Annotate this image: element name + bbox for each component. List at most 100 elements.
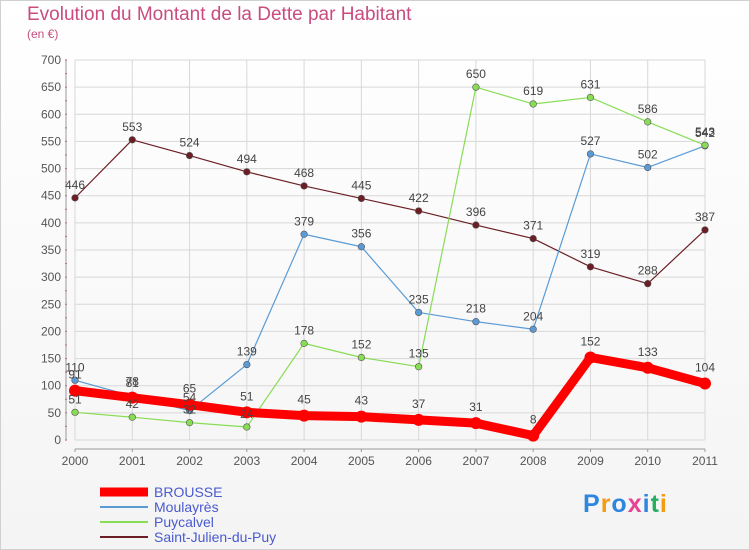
- data-label-moulayres: 542: [695, 126, 715, 140]
- data-point-moulayres: [243, 360, 251, 369]
- y-tick-label: 350: [41, 243, 61, 257]
- data-label-puycalvel: 619: [523, 84, 543, 98]
- data-label-brousse: 133: [638, 345, 658, 359]
- data-point-brousse: [298, 409, 311, 422]
- data-label-moulayres: 379: [294, 214, 314, 228]
- x-tick-label: 2001: [119, 454, 146, 468]
- data-label-saint-julien-du-puy: 445: [351, 178, 371, 192]
- data-label-brousse: 45: [297, 393, 311, 407]
- data-label-saint-julien-du-puy: 371: [523, 219, 543, 233]
- data-point-puycalvel: [472, 83, 480, 91]
- data-point-saint-julien-du-puy: [644, 280, 652, 288]
- data-point-saint-julien-du-puy: [128, 136, 136, 144]
- data-label-moulayres: 81: [126, 376, 140, 390]
- y-tick-label: 200: [41, 324, 61, 338]
- data-point-moulayres: [71, 376, 79, 384]
- data-label-moulayres: 110: [65, 360, 84, 374]
- series-line-puycalvel: [74, 86, 706, 428]
- data-label-moulayres: 139: [237, 345, 257, 359]
- data-point-brousse: [126, 391, 139, 404]
- y-axis-ticks: 0 50 100 150 200 250 300 350 400 450 500 550 600 650 7…: [41, 53, 61, 447]
- y-tick-label: 250: [41, 297, 61, 311]
- data-point-puycalvel: [128, 413, 136, 421]
- data-point-puycalvel: [185, 419, 194, 427]
- data-label-saint-julien-du-puy: 288: [638, 264, 658, 278]
- data-label-brousse: 152: [580, 334, 600, 348]
- x-tick-label: 2002: [176, 454, 203, 468]
- data-label-puycalvel: 32: [183, 403, 197, 417]
- data-point-brousse: [469, 417, 482, 430]
- data-label-puycalvel: 135: [409, 347, 429, 361]
- axes: [65, 59, 706, 452]
- data-label-moulayres: 527: [580, 134, 600, 148]
- y-tick-label: 700: [41, 53, 61, 67]
- proxiti-logo: Proxiti: [583, 490, 668, 518]
- data-point-puycalvel: [701, 141, 709, 149]
- data-point-brousse: [183, 398, 196, 411]
- data-label-saint-julien-du-puy: 446: [65, 178, 85, 192]
- y-tick-label: 400: [41, 216, 61, 230]
- data-point-brousse: [240, 406, 253, 419]
- data-label-brousse: 104: [695, 361, 715, 375]
- data-label-brousse: 37: [412, 397, 426, 411]
- data-label-puycalvel: 51: [68, 392, 82, 406]
- data-label-saint-julien-du-puy: 396: [466, 205, 486, 219]
- data-point-brousse: [527, 429, 540, 442]
- data-point-saint-julien-du-puy: [529, 235, 537, 243]
- x-tick-label: 2004: [291, 454, 318, 468]
- legend: BROUSSEMoulayrèsPuycalvelSaint-Julien-du…: [100, 484, 276, 545]
- data-label-saint-julien-du-puy: 387: [695, 210, 715, 224]
- data-point-puycalvel: [586, 93, 595, 102]
- x-tick-label: 2010: [634, 454, 661, 468]
- data-point-puycalvel: [243, 423, 251, 431]
- data-point-brousse: [412, 413, 425, 426]
- legend-label-brousse: BROUSSE: [154, 484, 222, 500]
- data-point-puycalvel: [71, 408, 79, 416]
- x-tick-label: 2000: [62, 454, 89, 468]
- data-label-saint-julien-du-puy: 468: [294, 166, 314, 180]
- data-label-brousse: 31: [469, 400, 483, 414]
- x-tick-label: 2007: [463, 454, 490, 468]
- data-label-moulayres: 54: [183, 391, 197, 405]
- data-label-brousse: 43: [355, 394, 369, 408]
- x-tick-label: 2003: [233, 454, 260, 468]
- x-tick-label: 2011: [692, 454, 718, 468]
- data-point-moulayres: [415, 308, 423, 317]
- legend-label-puycalvel: Puycalvel: [154, 514, 214, 530]
- y-tick-label: 0: [54, 433, 61, 447]
- data-label-moulayres: 502: [638, 147, 658, 161]
- series-line-saint-julien-du-puy: [74, 139, 706, 285]
- data-point-puycalvel: [415, 363, 423, 371]
- data-labels: 446 553 524 494 468 445 422 396 371 319 288 387 110 8…: [65, 67, 715, 427]
- data-label-saint-julien-du-puy: 494: [237, 152, 257, 166]
- data-point-moulayres: [300, 230, 308, 238]
- data-label-puycalvel: 586: [638, 102, 658, 116]
- y-tick-label: 550: [41, 134, 61, 148]
- data-point-puycalvel: [644, 118, 652, 126]
- y-tick-label: 150: [41, 352, 61, 366]
- data-label-moulayres: 356: [351, 227, 371, 241]
- data-point-brousse: [641, 361, 654, 374]
- data-point-brousse: [355, 410, 368, 423]
- data-label-brousse: 78: [126, 375, 140, 389]
- data-point-saint-julien-du-puy: [701, 226, 709, 234]
- data-point-saint-julien-du-puy: [300, 182, 308, 190]
- x-tick-label: 2006: [405, 454, 432, 468]
- data-label-brousse: 8: [530, 413, 537, 427]
- grid-lines: [74, 59, 706, 441]
- data-point-saint-julien-du-puy: [472, 221, 480, 229]
- x-axis-ticks: 2000 2001 2002 2003 2004 2005 2006 2007 2008 2009…: [62, 454, 719, 468]
- data-label-moulayres: 204: [523, 309, 543, 323]
- data-point-saint-julien-du-puy: [185, 151, 194, 160]
- data-label-puycalvel: 543: [695, 125, 715, 139]
- data-point-saint-julien-du-puy: [357, 194, 365, 203]
- y-tick-label: 450: [41, 189, 61, 203]
- data-label-saint-julien-du-puy: 524: [180, 136, 200, 150]
- data-point-brousse: [69, 384, 81, 397]
- data-point-saint-julien-du-puy: [71, 194, 79, 202]
- data-label-brousse: 51: [240, 389, 254, 403]
- data-label-puycalvel: 152: [351, 337, 371, 351]
- data-label-saint-julien-du-puy: 553: [122, 120, 142, 134]
